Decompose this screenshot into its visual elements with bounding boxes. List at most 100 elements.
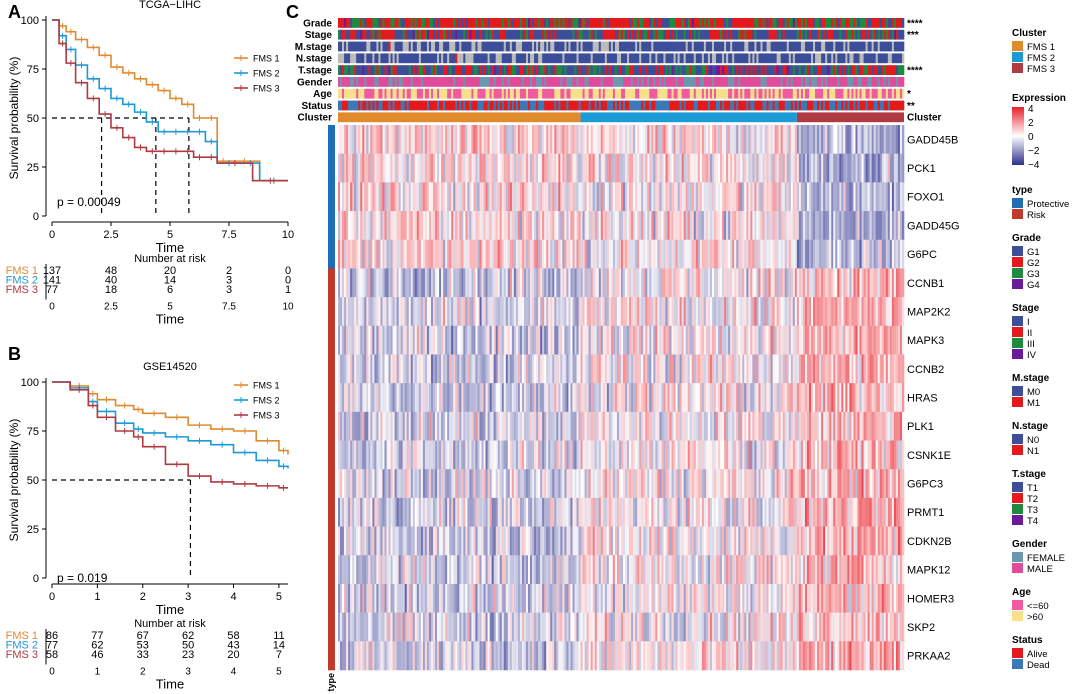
heatmap-cell bbox=[390, 268, 393, 298]
track-cell bbox=[471, 77, 474, 87]
heatmap-cell bbox=[734, 268, 737, 298]
track-cell bbox=[447, 100, 450, 111]
track-cell bbox=[699, 77, 703, 87]
track-cell bbox=[445, 29, 448, 40]
heatmap-cell bbox=[827, 354, 830, 384]
heatmap-cell bbox=[849, 125, 852, 154]
track-cell bbox=[623, 100, 626, 111]
heatmap-cell bbox=[796, 182, 800, 212]
track-cell bbox=[734, 41, 737, 52]
heatmap-cell bbox=[707, 268, 711, 298]
heatmap-cell bbox=[358, 354, 361, 384]
heatmap-cell bbox=[372, 297, 375, 327]
track-cell bbox=[453, 18, 456, 28]
track-cell bbox=[707, 100, 711, 111]
x-tick-label: 0 bbox=[49, 591, 55, 603]
heatmap-cell bbox=[457, 268, 460, 298]
heatmap-cell bbox=[412, 354, 416, 384]
heatmap-cell bbox=[370, 153, 373, 183]
track-cell bbox=[354, 29, 357, 40]
track-cell bbox=[441, 29, 444, 40]
heatmap-cell bbox=[655, 297, 658, 327]
heatmap-cell bbox=[687, 325, 691, 355]
track-cell bbox=[540, 29, 543, 40]
heatmap-cell bbox=[428, 354, 432, 384]
heatmap-cell bbox=[792, 297, 796, 327]
track-cell bbox=[612, 18, 616, 28]
track-cell bbox=[517, 88, 521, 99]
heatmap-cell bbox=[521, 211, 525, 241]
track-cell bbox=[505, 53, 509, 64]
heatmap-cell bbox=[792, 268, 796, 298]
track-cell bbox=[372, 53, 375, 64]
annotation-track-m-stage bbox=[338, 41, 905, 52]
heatmap-cell bbox=[897, 153, 901, 183]
heatmap-cell bbox=[707, 125, 711, 154]
track-cell bbox=[758, 29, 761, 40]
heatmap-cell bbox=[643, 125, 646, 154]
track-cell bbox=[422, 100, 426, 111]
heatmap-cell bbox=[412, 325, 416, 355]
heatmap-cell bbox=[693, 297, 697, 327]
heatmap-cell bbox=[760, 153, 763, 183]
track-cell bbox=[560, 18, 563, 28]
track-cell bbox=[426, 18, 430, 28]
heatmap-cell bbox=[435, 211, 438, 241]
heatmap-cell bbox=[641, 125, 644, 154]
track-cell bbox=[366, 18, 369, 28]
heatmap-cell bbox=[901, 268, 905, 298]
heatmap-cell bbox=[433, 297, 436, 327]
track-cell bbox=[356, 77, 359, 87]
heatmap-cell bbox=[778, 153, 781, 183]
heatmap-cell bbox=[627, 211, 630, 241]
track-cell bbox=[683, 77, 686, 87]
heatmap-cell bbox=[661, 297, 664, 327]
track-cell bbox=[679, 18, 682, 28]
track-cell bbox=[800, 29, 804, 40]
track-cell bbox=[750, 53, 753, 64]
track-cell bbox=[463, 41, 466, 52]
track-cell bbox=[730, 53, 733, 64]
heatmap-cell bbox=[443, 268, 446, 298]
heatmap-cell bbox=[406, 211, 410, 241]
heatmap-cell bbox=[623, 153, 626, 183]
heatmap-cell bbox=[841, 268, 844, 298]
heatmap-cell bbox=[899, 153, 903, 183]
track-cell bbox=[645, 29, 648, 40]
track-cell bbox=[649, 41, 652, 52]
heatmap-cell bbox=[410, 354, 414, 384]
track-cell bbox=[364, 53, 367, 64]
track-cell bbox=[584, 18, 587, 28]
track-cell bbox=[863, 65, 866, 75]
track-cell bbox=[612, 29, 616, 40]
track-cell bbox=[443, 100, 446, 111]
heatmap-cell bbox=[849, 325, 852, 355]
track-cell bbox=[671, 77, 674, 87]
track-cell bbox=[590, 53, 593, 64]
track-cell bbox=[713, 65, 717, 75]
track-cell bbox=[821, 29, 824, 40]
track-cell bbox=[451, 41, 454, 52]
track-cell bbox=[390, 18, 393, 28]
heatmap-cell bbox=[455, 268, 458, 298]
heatmap-cell bbox=[877, 239, 881, 269]
heatmap-cell bbox=[800, 182, 804, 212]
track-cell bbox=[497, 53, 501, 64]
heatmap-cell bbox=[523, 125, 527, 154]
heatmap-cell bbox=[394, 125, 397, 154]
heatmap-cell bbox=[800, 239, 804, 269]
track-cell bbox=[813, 100, 816, 111]
heatmap-cell bbox=[499, 325, 503, 355]
heatmap-cell bbox=[647, 325, 650, 355]
heatmap-cell bbox=[404, 125, 408, 154]
heatmap-cell bbox=[861, 211, 864, 241]
track-cell bbox=[523, 41, 527, 52]
track-cell bbox=[459, 29, 462, 40]
track-cell bbox=[792, 18, 796, 28]
heatmap-cell bbox=[687, 239, 691, 269]
track-cell bbox=[847, 53, 850, 64]
heatmap-cell bbox=[750, 354, 753, 384]
track-cell bbox=[800, 100, 804, 111]
track-cell bbox=[372, 77, 375, 87]
track-cell bbox=[465, 29, 468, 40]
